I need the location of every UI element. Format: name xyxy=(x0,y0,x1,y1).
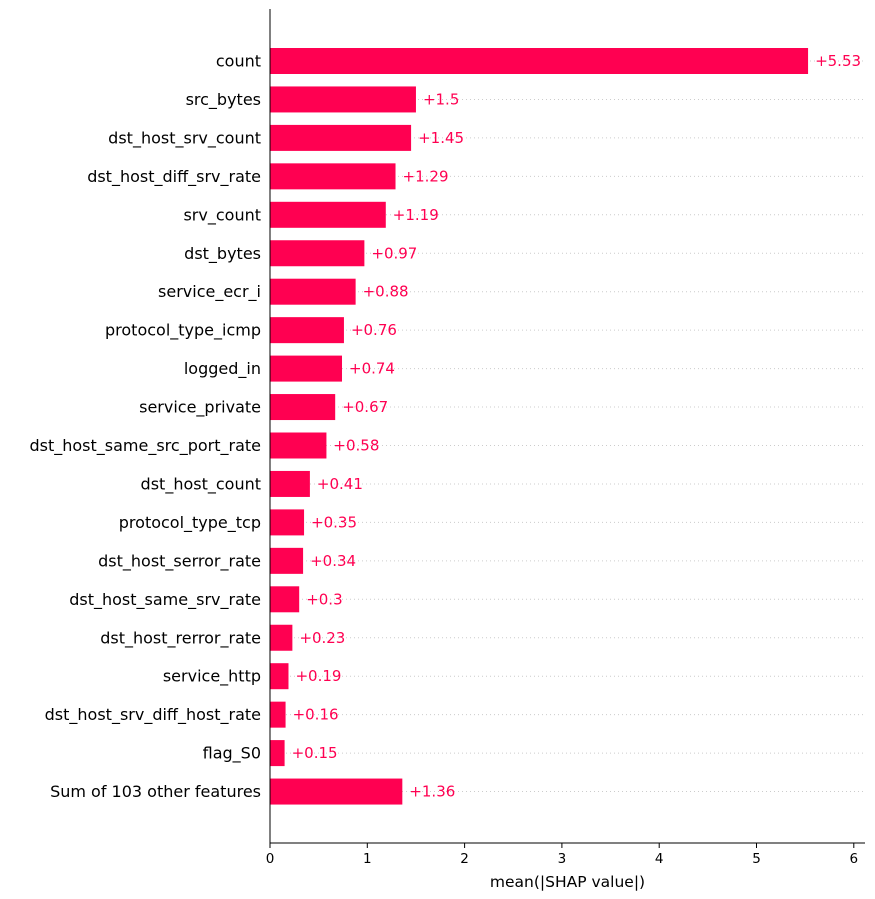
bar xyxy=(270,317,344,344)
category-label: dst_host_serror_rate xyxy=(98,551,261,571)
bar xyxy=(270,701,286,728)
value-label: +1.36 xyxy=(409,783,455,801)
value-label: +0.67 xyxy=(342,398,388,416)
value-label: +1.19 xyxy=(393,206,439,224)
category-label: dst_host_srv_count xyxy=(108,128,261,148)
bar xyxy=(270,240,365,267)
category-label: dst_host_same_srv_rate xyxy=(69,590,261,610)
value-label: +0.41 xyxy=(317,475,363,493)
value-label: +0.74 xyxy=(349,360,395,378)
bar xyxy=(270,432,327,459)
bar xyxy=(270,163,396,190)
value-label: +0.23 xyxy=(299,629,345,647)
value-label: +0.16 xyxy=(293,706,339,724)
category-label: dst_host_diff_srv_rate xyxy=(87,167,261,187)
bar xyxy=(270,547,304,574)
bar xyxy=(270,509,305,536)
x-tick-label: 6 xyxy=(850,851,859,867)
x-tick-label: 2 xyxy=(460,851,469,867)
category-label: service_http xyxy=(163,667,261,687)
x-tick-label: 5 xyxy=(752,851,761,867)
category-labels: count src_bytes dst_host_srv_count dst_host… xyxy=(29,52,261,802)
category-label: count xyxy=(216,52,261,71)
value-label: +0.3 xyxy=(306,590,342,608)
bar xyxy=(270,394,336,421)
value-label: +1.29 xyxy=(403,167,449,185)
category-label: protocol_type_tcp xyxy=(119,513,261,533)
category-label: dst_bytes xyxy=(184,244,261,264)
bar xyxy=(270,470,310,497)
value-label: +0.76 xyxy=(351,321,397,339)
x-tick-label: 0 xyxy=(266,851,275,867)
category-label: flag_S0 xyxy=(203,744,261,764)
bar xyxy=(270,278,356,305)
x-tick-label: 1 xyxy=(363,851,372,867)
value-labels: +5.53 +1.5 +1.45 +1.29 +1.19 +0.97 +0.88 +0.76 +… xyxy=(292,52,861,801)
category-label: dst_host_rerror_rate xyxy=(100,628,261,648)
bar xyxy=(270,624,293,651)
x-axis-title: mean(|SHAP value|) xyxy=(490,873,645,891)
value-label: +0.19 xyxy=(295,667,341,685)
bar xyxy=(270,355,343,382)
category-label: src_bytes xyxy=(186,90,261,110)
bar xyxy=(270,663,289,690)
value-label: +0.15 xyxy=(292,744,338,762)
category-label: logged_in xyxy=(184,359,261,379)
value-label: +1.5 xyxy=(423,90,459,108)
category-label: protocol_type_icmp xyxy=(105,321,261,341)
value-label: +0.35 xyxy=(311,513,357,531)
category-label: dst_host_same_src_port_rate xyxy=(29,436,261,456)
bar xyxy=(270,740,285,767)
value-label: +1.45 xyxy=(418,129,464,147)
value-label: +5.53 xyxy=(815,52,861,70)
x-axis-ticks: 0 1 2 3 4 5 6 xyxy=(266,843,858,867)
bar xyxy=(270,201,386,228)
value-label: +0.88 xyxy=(363,283,409,301)
bar xyxy=(270,48,809,74)
bar xyxy=(270,86,416,113)
bar xyxy=(270,124,412,151)
category-label: service_ecr_i xyxy=(158,282,261,302)
category-label: Sum of 103 other features xyxy=(50,782,261,801)
bars xyxy=(270,48,809,805)
x-tick-label: 3 xyxy=(558,851,567,867)
value-label: +0.58 xyxy=(333,437,379,455)
category-label: service_private xyxy=(139,398,261,418)
category-label: dst_host_count xyxy=(141,474,261,494)
category-label: srv_count xyxy=(183,205,261,225)
value-label: +0.97 xyxy=(371,244,417,262)
value-label: +0.34 xyxy=(310,552,356,570)
bar xyxy=(270,586,300,613)
category-label: dst_host_srv_diff_host_rate xyxy=(45,705,261,725)
x-tick-label: 4 xyxy=(655,851,664,867)
bar xyxy=(270,778,403,805)
